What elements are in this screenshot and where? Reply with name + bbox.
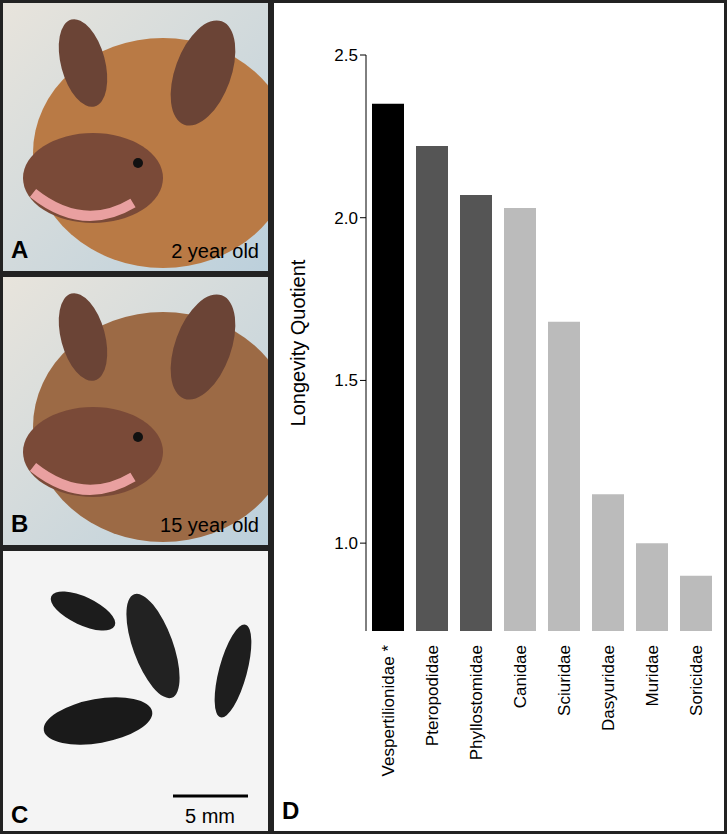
html-text:D: D [282,797,300,824]
svg-text:B: B [11,510,28,537]
svg-text:A: A [11,236,28,263]
svg-text:Vespertilionidae *: Vespertilionidae * [379,645,398,777]
svg-text:Sciuridae: Sciuridae [555,645,574,716]
svg-text:1.0: 1.0 [334,534,358,553]
svg-text:5 mm: 5 mm [185,805,235,827]
svg-text:Dasyuridae: Dasyuridae [599,645,618,731]
svg-text:15 year old: 15 year old [160,514,259,536]
svg-text:Canidae: Canidae [511,645,530,708]
svg-text:2.0: 2.0 [334,209,358,228]
svg-text:2 year old: 2 year old [171,240,259,262]
svg-text:Longevity Quotient: Longevity Quotient [287,259,309,426]
svg-text:Pteropodidae: Pteropodidae [423,645,442,746]
svg-text:Phyllostomidae: Phyllostomidae [467,645,486,760]
svg-text:C: C [11,801,28,828]
svg-text:1.5: 1.5 [334,371,358,390]
svg-text:2.5: 2.5 [334,46,358,65]
svg-text:Soricidae: Soricidae [687,645,706,716]
svg-text:Muridae: Muridae [643,645,662,706]
